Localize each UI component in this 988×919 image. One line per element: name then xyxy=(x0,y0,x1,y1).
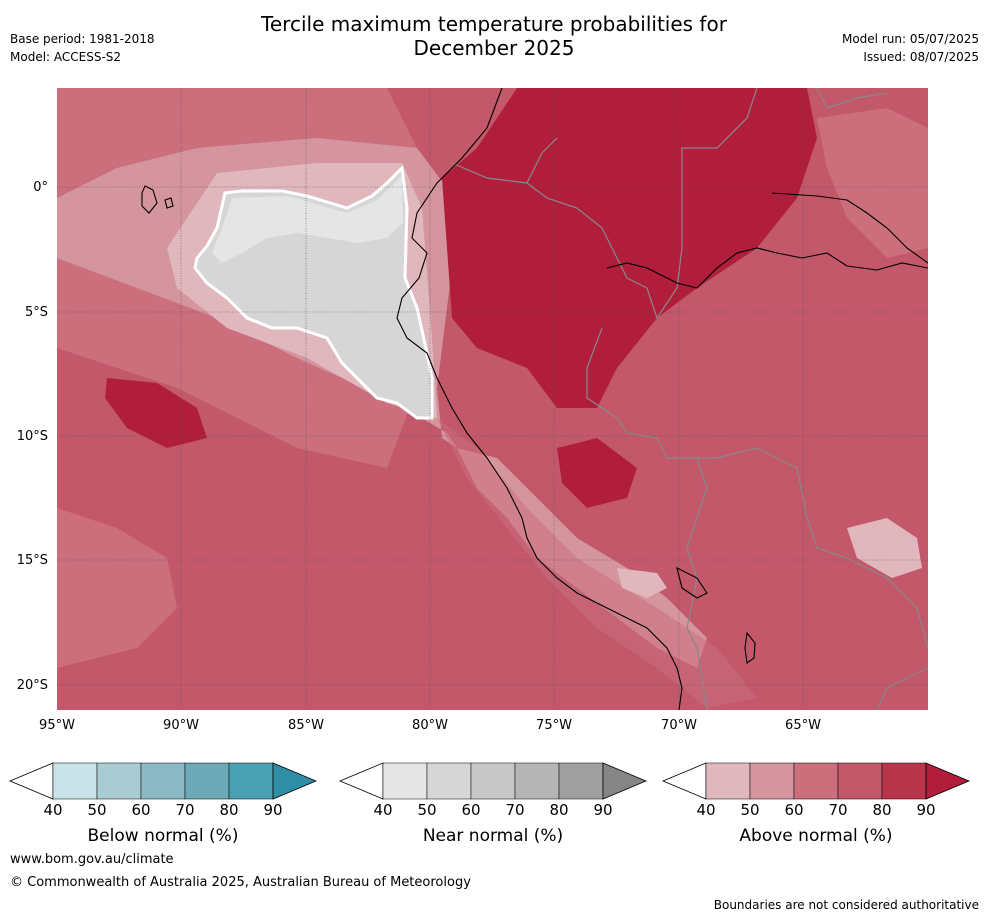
colorbar-tick: 60 xyxy=(784,801,804,819)
colorbar-tick: 50 xyxy=(417,801,437,819)
country-borders xyxy=(451,88,928,710)
lon-tick-90w: 90°W xyxy=(163,718,199,733)
colorbar-tick: 60 xyxy=(461,801,481,819)
colorbar-segment xyxy=(96,762,142,800)
colorbar-extend-low xyxy=(8,762,54,800)
lon-tick-95w: 95°W xyxy=(39,718,75,733)
colorbar-label-below: Below normal (%) xyxy=(87,826,239,846)
meta-left: Base period: 1981-2018 Model: ACCESS-S2 xyxy=(10,30,155,66)
near-normal-40 xyxy=(212,176,403,263)
colorbar-tick: 50 xyxy=(87,801,107,819)
colorbar-below-normal xyxy=(8,762,318,800)
colorbar-label-near: Near normal (%) xyxy=(422,826,564,846)
colorbar-tick: 90 xyxy=(916,801,936,819)
lat-tick-10s: 10°S xyxy=(16,429,48,444)
colorbar-segment xyxy=(705,762,751,800)
colorbar-segment xyxy=(881,762,927,800)
colorbar-tick: 70 xyxy=(505,801,525,819)
lat-tick-0: 0° xyxy=(33,180,48,195)
shading-above-60-southwest xyxy=(57,508,177,668)
colorbar-segment xyxy=(514,762,560,800)
lon-tick-70w: 70°W xyxy=(661,718,697,733)
meta-right: Model run: 05/07/2025 Issued: 08/07/2025 xyxy=(842,30,979,66)
website-link[interactable]: www.bom.gov.au/climate xyxy=(10,852,174,867)
colorbar-segment xyxy=(470,762,516,800)
title-line-2: December 2025 xyxy=(413,36,575,60)
colorbar-segment xyxy=(749,762,795,800)
shading-above-90-land xyxy=(442,88,817,408)
lon-tick-80w: 80°W xyxy=(412,718,448,733)
colorbar-tick: 70 xyxy=(175,801,195,819)
colorbar-tick: 90 xyxy=(593,801,613,819)
colorbar-tick: 80 xyxy=(219,801,239,819)
colorbar-extend-high xyxy=(272,762,318,800)
colorbar-tick: 40 xyxy=(696,801,716,819)
colorbar-tick: 80 xyxy=(872,801,892,819)
disclaimer-text: Boundaries are not considered authoritat… xyxy=(713,898,979,912)
colorbar-segment xyxy=(228,762,274,800)
shading-above-40-south-coast xyxy=(617,568,667,598)
model-name: Model: ACCESS-S2 xyxy=(10,50,122,64)
colorbars xyxy=(8,762,971,800)
copyright-text: © Commonwealth of Australia 2025, Austra… xyxy=(10,875,471,890)
map-title: Tercile maximum temperature probabilitie… xyxy=(0,12,988,60)
colorbar-segment xyxy=(793,762,839,800)
lon-tick-85w: 85°W xyxy=(288,718,324,733)
shading-above-40-east xyxy=(847,518,922,578)
base-period: Base period: 1981-2018 xyxy=(10,32,155,46)
issued-date: Issued: 08/07/2025 xyxy=(863,50,979,64)
colorbar-extend-low xyxy=(661,762,707,800)
colorbar-segment xyxy=(558,762,604,800)
shading-above-90-ocean xyxy=(105,378,207,448)
lat-tick-5s: 5°S xyxy=(24,305,48,320)
colorbar-extend-low xyxy=(338,762,384,800)
colorbar-extend-high xyxy=(925,762,971,800)
coastlines xyxy=(141,88,928,710)
lat-tick-15s: 15°S xyxy=(16,553,48,568)
colorbar-tick: 50 xyxy=(740,801,760,819)
colorbar-above-normal xyxy=(661,762,971,800)
lon-tick-75w: 75°W xyxy=(536,718,572,733)
colorbar-tick: 70 xyxy=(828,801,848,819)
colorbar-segment xyxy=(140,762,186,800)
shading-above-90-south xyxy=(557,438,637,508)
title-line-1: Tercile maximum temperature probabilitie… xyxy=(261,12,727,36)
colorbar-segment xyxy=(52,762,98,800)
shading-above-60-east xyxy=(817,108,928,258)
shading-above-60-coast xyxy=(437,418,757,708)
colorbar-tick: 90 xyxy=(263,801,283,819)
colorbar-segment xyxy=(184,762,230,800)
graticule xyxy=(57,88,928,710)
colorbar-near-normal xyxy=(338,762,648,800)
colorbar-segment xyxy=(426,762,472,800)
lat-tick-20s: 20°S xyxy=(16,678,48,693)
colorbar-tick: 40 xyxy=(43,801,63,819)
model-run: Model run: 05/07/2025 xyxy=(841,32,979,46)
colorbar-tick: 80 xyxy=(549,801,569,819)
colorbar-tick: 60 xyxy=(131,801,151,819)
probability-map xyxy=(57,88,928,710)
colorbar-segment xyxy=(837,762,883,800)
colorbar-extend-high xyxy=(602,762,648,800)
colorbar-label-above: Above normal (%) xyxy=(739,826,893,846)
colorbar-segment xyxy=(382,762,428,800)
lon-tick-65w: 65°W xyxy=(785,718,821,733)
colorbar-tick: 40 xyxy=(373,801,393,819)
